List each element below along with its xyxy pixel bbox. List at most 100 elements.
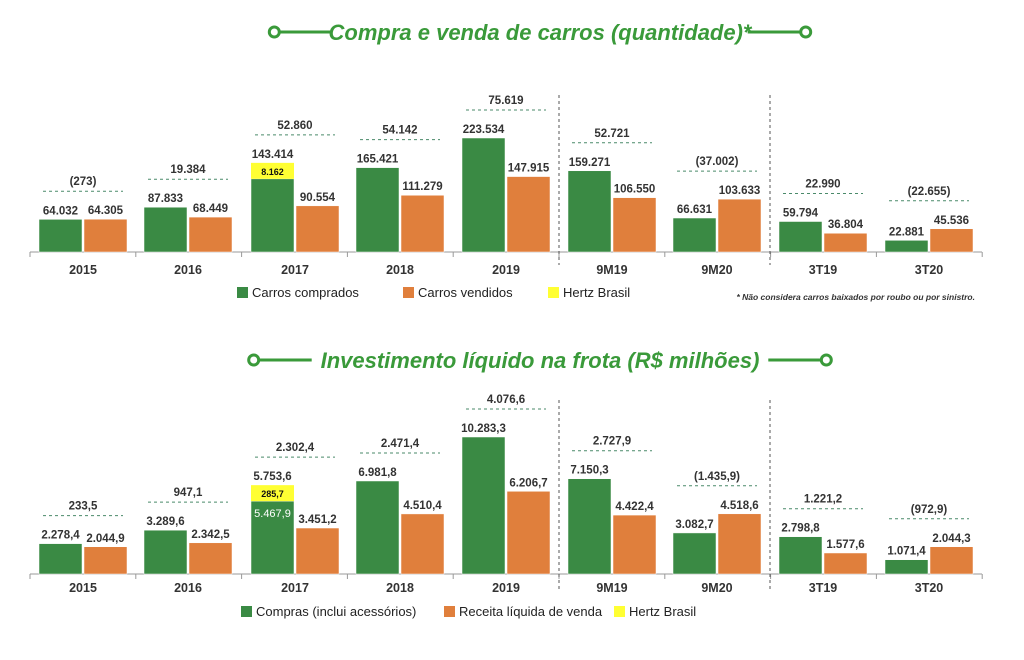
bar-label-green: 3.082,7	[675, 519, 713, 531]
x-tick-label: 9M20	[701, 581, 732, 595]
bar-green-9M19	[567, 170, 612, 253]
difference-label: 947,1	[174, 487, 203, 499]
bar-label-orange: 6.206,7	[509, 477, 547, 489]
bar-label-green: 2.798,8	[781, 523, 820, 535]
difference-label: 1.221,2	[804, 494, 842, 506]
difference-label: 2.471,4	[381, 438, 420, 450]
title-decoration-circle	[799, 25, 813, 39]
bar-orange-3T20	[929, 546, 974, 575]
title-decoration-circle	[247, 353, 261, 367]
bar-orange-3T20	[929, 228, 974, 253]
bar-green-9M20	[672, 217, 717, 253]
bar-label-green: 22.881	[889, 226, 925, 238]
legend-swatch-0	[241, 606, 252, 617]
bar-green-3T19	[778, 536, 823, 575]
bar-orange-2015	[83, 546, 128, 575]
bar-yellow-2017	[251, 162, 294, 179]
bar-green-2016	[143, 206, 188, 253]
bar-green-2019	[461, 137, 506, 253]
x-tick-label: 9M19	[596, 581, 627, 595]
bar-green-2017	[250, 178, 295, 253]
legend-swatch-0	[237, 287, 248, 298]
difference-label: 52.721	[594, 128, 630, 140]
x-tick-label: 2017	[281, 581, 309, 595]
bar-label-green: 10.283,3	[461, 423, 506, 435]
bar-green-2016	[143, 529, 188, 575]
bar-label-orange: 106.550	[614, 184, 656, 196]
bar-orange-9M19	[612, 514, 657, 575]
bar-label-green: 3.289,6	[146, 516, 184, 528]
bar-label-orange: 3.451,2	[298, 514, 336, 526]
bar-label-green: 64.032	[43, 205, 78, 217]
difference-label: 52.860	[277, 120, 312, 132]
legend-label: Compras (inclui acessórios)	[256, 604, 416, 619]
x-tick-label: 2015	[69, 263, 97, 277]
x-tick-label: 2019	[492, 581, 520, 595]
legend-swatch-1	[444, 606, 455, 617]
difference-label: 19.384	[170, 164, 206, 176]
bar-label-green: 159.271	[569, 157, 611, 169]
bar-label-green: 223.534	[463, 124, 505, 136]
bar-label-orange: 36.804	[828, 219, 864, 231]
legend-label: Hertz Brasil	[563, 285, 630, 300]
bar-label-orange: 4.518,6	[720, 500, 758, 512]
bar-label-orange: 90.554	[300, 192, 336, 204]
title-decoration-circle	[819, 353, 833, 367]
bar-label-green: 1.071,4	[887, 546, 926, 558]
x-tick-label: 2016	[174, 581, 202, 595]
x-tick-label: 2016	[174, 263, 202, 277]
bar-label-green: 143.414	[252, 149, 294, 161]
bar-label-green: 66.631	[677, 204, 713, 216]
x-tick-label: 2018	[386, 581, 414, 595]
bar-label-orange: 103.633	[719, 185, 761, 197]
bar-label-green: 87.833	[148, 193, 183, 205]
x-tick-label: 3T20	[915, 581, 944, 595]
difference-label: 54.142	[382, 125, 417, 137]
x-tick-label: 2018	[386, 263, 414, 277]
bar-orange-3T19	[823, 232, 868, 253]
bar-orange-3T19	[823, 552, 868, 575]
difference-label: 2.302,4	[276, 442, 315, 454]
bar-green-2017	[250, 500, 295, 575]
bar-orange-2018	[400, 513, 445, 575]
legend-swatch-2	[548, 287, 559, 298]
bar-green-9M19	[567, 478, 612, 575]
bar-green-2019	[461, 436, 506, 575]
chart-title: Compra e venda de carros (quantidade)*	[329, 20, 753, 45]
legend-swatch-1	[403, 287, 414, 298]
bar-label-orange: 64.305	[88, 205, 124, 217]
legend-label: Carros vendidos	[418, 285, 513, 300]
bar-orange-2018	[400, 194, 445, 253]
x-tick-label: 2017	[281, 263, 309, 277]
legend-label: Receita líquida de venda	[459, 604, 603, 619]
difference-label: 75.619	[488, 95, 523, 107]
difference-label: 4.076,6	[487, 394, 525, 406]
bar-label-orange: 4.422,4	[615, 501, 654, 513]
bar-label-hertz: 285,7	[261, 489, 284, 499]
x-tick-label: 2019	[492, 263, 520, 277]
bar-label-orange: 45.536	[934, 215, 969, 227]
bar-green-2018	[355, 480, 400, 575]
x-tick-label: 9M19	[596, 263, 627, 277]
legend-swatch-2	[614, 606, 625, 617]
bar-orange-2019	[506, 491, 551, 575]
bar-label-orange: 2.044,3	[932, 533, 970, 545]
x-tick-label: 3T19	[809, 263, 838, 277]
bar-orange-9M20	[717, 513, 762, 575]
bar-label-green: 2.278,4	[41, 530, 80, 542]
title-decoration-circle	[267, 25, 281, 39]
bar-label-orange: 1.577,6	[826, 539, 864, 551]
bar-green-3T20	[884, 559, 929, 575]
bar-green-2015	[38, 219, 83, 253]
bar-label-orange: 4.510,4	[403, 500, 442, 512]
bar-label-green: 165.421	[357, 154, 399, 166]
difference-label: 233,5	[69, 501, 98, 513]
bar-label-green: 5.467,9	[254, 508, 291, 520]
bar-orange-2016	[188, 216, 233, 253]
difference-label: (22.655)	[908, 186, 951, 198]
difference-label: 2.727,9	[593, 436, 631, 448]
footnote: * Não considera carros baixados por roub…	[736, 292, 975, 302]
legend-label: Carros comprados	[252, 285, 359, 300]
bar-orange-2017	[295, 527, 340, 575]
bar-label-total: 5.753,6	[253, 471, 291, 483]
